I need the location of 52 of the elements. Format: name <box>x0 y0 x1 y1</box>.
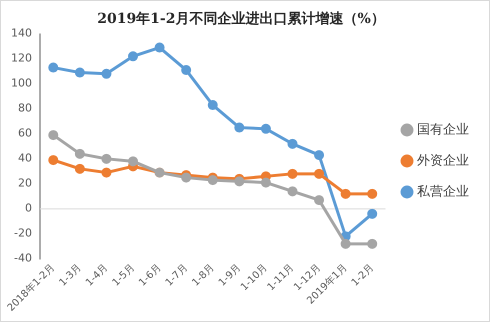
point <box>128 51 138 62</box>
point <box>154 42 165 53</box>
point <box>367 188 378 199</box>
point <box>314 195 324 206</box>
point <box>128 156 138 166</box>
y-tick-label: 80 <box>18 102 32 115</box>
y-tick-label: 140 <box>10 26 32 40</box>
point <box>287 138 298 149</box>
y-tick-label: 100 <box>10 76 32 90</box>
y-tick-label: 60 <box>18 126 32 140</box>
y-tick-label: -20 <box>14 226 32 240</box>
y-tick-label: 0 <box>24 202 32 215</box>
point <box>74 164 85 174</box>
point <box>260 124 271 134</box>
y-tick-label: 120 <box>10 52 32 65</box>
point <box>314 150 324 160</box>
point <box>74 68 85 78</box>
point <box>287 186 298 196</box>
point <box>314 168 324 179</box>
x-tick-label: 1-7月 <box>164 262 190 289</box>
y-tick-label: 20 <box>18 176 32 190</box>
chart-title: 2019年1-2月不同企业进出口累计增速（%） <box>97 11 385 28</box>
point <box>181 172 192 183</box>
point <box>340 188 351 199</box>
y-tick-label: 40 <box>18 152 32 165</box>
x-tick-label: 1-4月 <box>84 262 110 289</box>
point <box>208 100 218 110</box>
point <box>234 122 244 133</box>
point <box>208 175 218 186</box>
point <box>101 154 112 164</box>
x-tick-label: 1-6月 <box>137 262 164 289</box>
point <box>340 238 351 249</box>
point <box>48 62 58 73</box>
x-tick-label: 1-2月 <box>350 262 376 289</box>
point <box>48 155 58 166</box>
point <box>101 68 112 79</box>
legend-label: 外资企业 <box>417 153 469 168</box>
point <box>260 178 271 188</box>
point <box>48 130 58 140</box>
point <box>367 238 378 249</box>
point <box>101 168 112 178</box>
legend-label: 国有企业 <box>417 122 469 138</box>
point <box>287 168 298 179</box>
point <box>367 208 378 219</box>
legend-label: 私营企业 <box>417 184 469 200</box>
y-tick-label: -40 <box>14 252 32 265</box>
x-tick-label: 1-5月 <box>110 262 137 289</box>
point <box>234 176 244 186</box>
point <box>74 148 85 159</box>
x-tick-label: 1-3月 <box>57 262 84 289</box>
point <box>181 65 192 76</box>
x-tick-label: 1-8月 <box>190 262 217 289</box>
